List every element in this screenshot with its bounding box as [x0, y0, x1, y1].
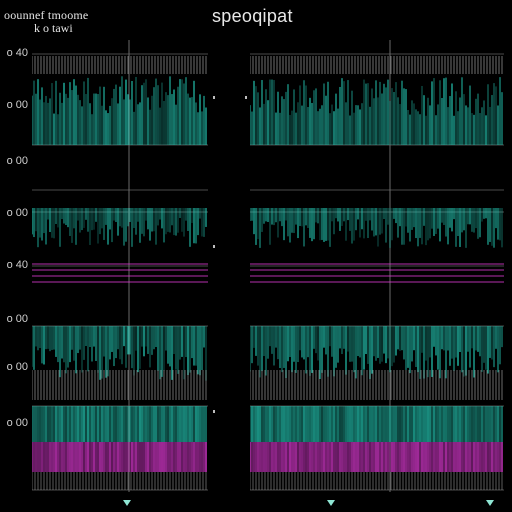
y-label-2: o 00	[6, 99, 28, 111]
y-label-8: o 00	[6, 417, 28, 429]
header-left: oounnef tmoome k o tawi	[4, 9, 124, 34]
timeline-marker-mid[interactable]	[327, 500, 335, 506]
page-title: speoqipat	[212, 6, 293, 26]
tick-mark-2	[245, 96, 247, 99]
spectrogram-panel-right[interactable]	[250, 40, 504, 492]
spectrogram-panel-left[interactable]	[32, 40, 208, 492]
spectrogram-left-svg	[32, 40, 208, 492]
header-line-2: k o tawi	[34, 21, 73, 35]
tick-mark-4	[213, 410, 215, 413]
tick-mark-3	[213, 245, 215, 248]
y-label-1: o 40	[6, 47, 28, 59]
y-label-5: o 40	[6, 259, 28, 271]
spectrogram-right-svg	[250, 40, 504, 492]
y-label-3: o 00	[6, 155, 28, 167]
tick-mark-1	[213, 96, 215, 99]
y-label-4: o 00	[6, 207, 28, 219]
timeline-marker-left[interactable]	[123, 500, 131, 506]
y-label-7: o 00	[6, 361, 28, 373]
timeline-marker-right[interactable]	[486, 500, 494, 506]
y-label-6: o 00	[6, 313, 28, 325]
header-line-1: oounnef tmoome	[4, 8, 89, 22]
